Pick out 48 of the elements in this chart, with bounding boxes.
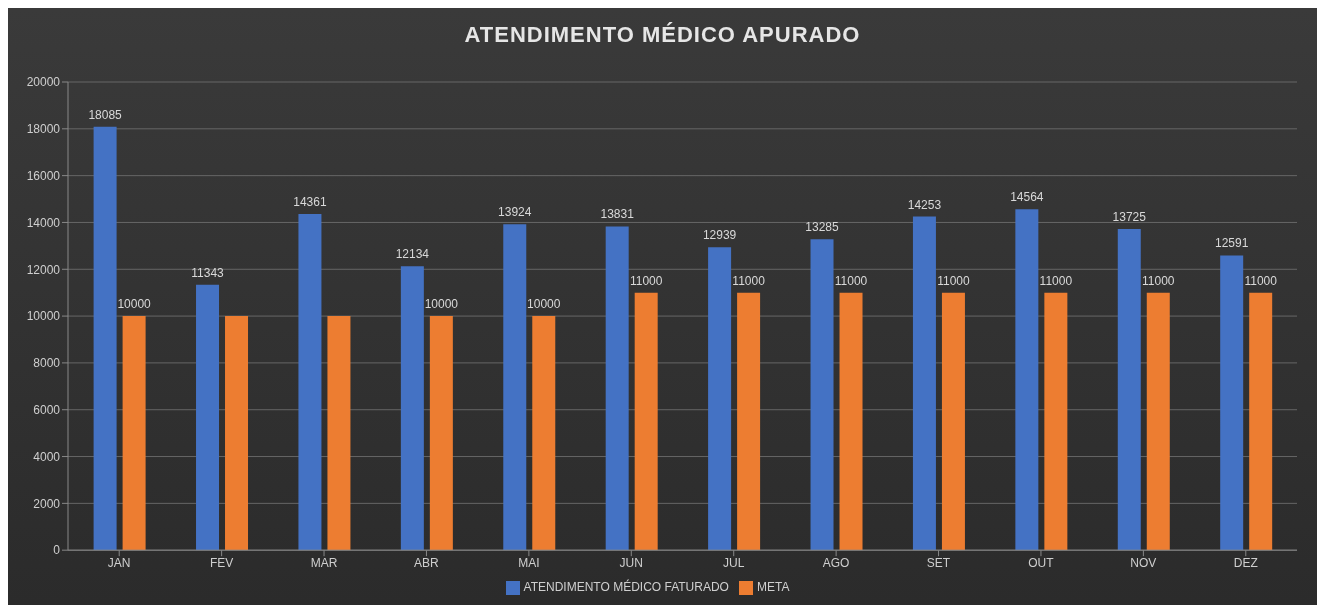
y-tick-label: 4000 xyxy=(33,449,61,464)
chart-title: ATENDIMENTO MÉDICO APURADO xyxy=(463,21,862,49)
x-tick-label: JUN xyxy=(619,555,643,570)
data-label: 13924 xyxy=(498,205,532,220)
data-label: 11000 xyxy=(1039,273,1073,288)
data-label: 11000 xyxy=(1142,273,1175,288)
x-tick-label: SET xyxy=(926,555,951,570)
y-tick-label: 10000 xyxy=(26,309,61,324)
data-label: 13285 xyxy=(805,220,840,235)
y-tick-label: 8000 xyxy=(33,356,61,371)
data-label: 18085 xyxy=(88,107,123,122)
x-tick-label: FEV xyxy=(209,555,234,570)
y-tick-label: 20000 xyxy=(26,75,61,90)
data-label: 11343 xyxy=(191,265,225,280)
data-label: 11000 xyxy=(937,273,970,288)
data-label: 12134 xyxy=(395,247,430,262)
x-tick-label: DEZ xyxy=(1233,555,1258,570)
data-label: 12939 xyxy=(702,228,737,243)
data-label: 10000 xyxy=(117,297,152,312)
data-label: 12591 xyxy=(1215,236,1249,251)
data-label: 13725 xyxy=(1112,209,1147,224)
data-label: 11000 xyxy=(629,273,663,288)
data-label: 10000 xyxy=(424,297,459,312)
data-label: 11000 xyxy=(732,273,766,288)
y-tick-label: 16000 xyxy=(26,168,61,183)
y-tick-label: 0 xyxy=(53,543,61,558)
x-tick-label: ABR xyxy=(414,555,440,570)
x-tick-label: NOV xyxy=(1130,555,1157,570)
x-tick-label: AGO xyxy=(822,555,850,570)
data-label: 14253 xyxy=(907,197,942,212)
data-label: 14361 xyxy=(293,195,327,209)
data-label: 14564 xyxy=(1010,190,1044,205)
x-tick-label: MAR xyxy=(310,555,338,570)
x-tick-label: OUT xyxy=(1028,555,1055,570)
data-label: 11000 xyxy=(1244,273,1278,288)
y-tick-label: 14000 xyxy=(26,215,61,230)
data-label: 11000 xyxy=(834,273,868,288)
y-tick-label: 6000 xyxy=(33,402,61,417)
legend-label: ATENDIMENTO MÉDICO FATURADO xyxy=(523,580,729,595)
x-tick-label: JAN xyxy=(107,555,131,570)
x-tick-label: JUL xyxy=(723,555,745,570)
x-tick-label: MAI xyxy=(518,555,540,570)
data-label: 13831 xyxy=(600,207,635,222)
legend-label: META xyxy=(756,580,790,595)
y-tick-label: 18000 xyxy=(26,122,61,137)
y-tick-label: 12000 xyxy=(26,262,61,277)
data-label: 10000 xyxy=(527,297,561,312)
y-tick-label: 2000 xyxy=(33,496,61,511)
